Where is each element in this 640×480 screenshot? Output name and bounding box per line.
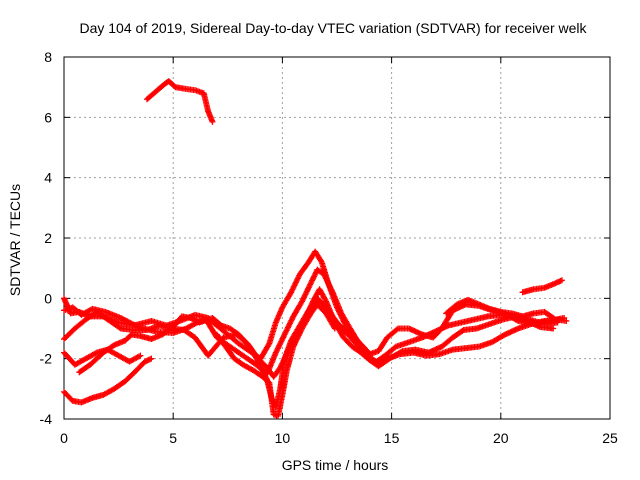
- data-point-marker: [137, 352, 144, 359]
- y-tick-label: 4: [44, 170, 52, 186]
- data-point-marker: [393, 326, 400, 333]
- data-point-marker: [551, 315, 558, 322]
- series-trace-1: [143, 78, 216, 125]
- data-point-marker: [550, 325, 557, 332]
- y-tick-label: 8: [44, 49, 52, 65]
- axis-ticks: 0 5 10 15 20 25 -4 -2 0 2 4 6 8: [40, 49, 618, 446]
- data-point-marker: [322, 297, 329, 304]
- data-point-marker: [563, 317, 570, 324]
- x-tick-label: 25: [602, 430, 618, 446]
- data-point-marker: [558, 277, 565, 284]
- grid-lines: [64, 57, 610, 419]
- series-trace-6: [61, 355, 155, 406]
- y-axis-label: SDTVAR / TECUs: [7, 184, 23, 296]
- data-point-marker: [398, 348, 405, 355]
- y-tick-label: 6: [44, 109, 52, 125]
- x-tick-label: 10: [275, 430, 291, 446]
- data-point-marker: [148, 355, 155, 362]
- chart-title: Day 104 of 2019, Sidereal Day-to-day VTE…: [79, 20, 587, 36]
- x-tick-label: 0: [60, 430, 68, 446]
- y-tick-label: 0: [44, 290, 52, 306]
- data-markers: [61, 78, 570, 419]
- x-axis-label: GPS time / hours: [282, 457, 389, 473]
- y-tick-label: 2: [44, 230, 52, 246]
- x-tick-label: 15: [384, 430, 400, 446]
- x-tick-label: 20: [493, 430, 509, 446]
- data-point-marker: [317, 257, 324, 264]
- y-tick-label: -2: [40, 351, 53, 367]
- data-point-marker: [116, 324, 123, 331]
- series-trace-9: [519, 277, 565, 296]
- series-trace-8: [213, 301, 338, 419]
- series-trace-7: [61, 346, 144, 368]
- data-point-marker: [459, 327, 466, 334]
- y-tick-label: -4: [40, 411, 53, 427]
- series-trace-10: [443, 296, 570, 324]
- data-point-marker: [209, 118, 216, 125]
- x-tick-label: 5: [169, 430, 177, 446]
- series-trace-5: [76, 295, 557, 410]
- data-point-marker: [331, 325, 338, 332]
